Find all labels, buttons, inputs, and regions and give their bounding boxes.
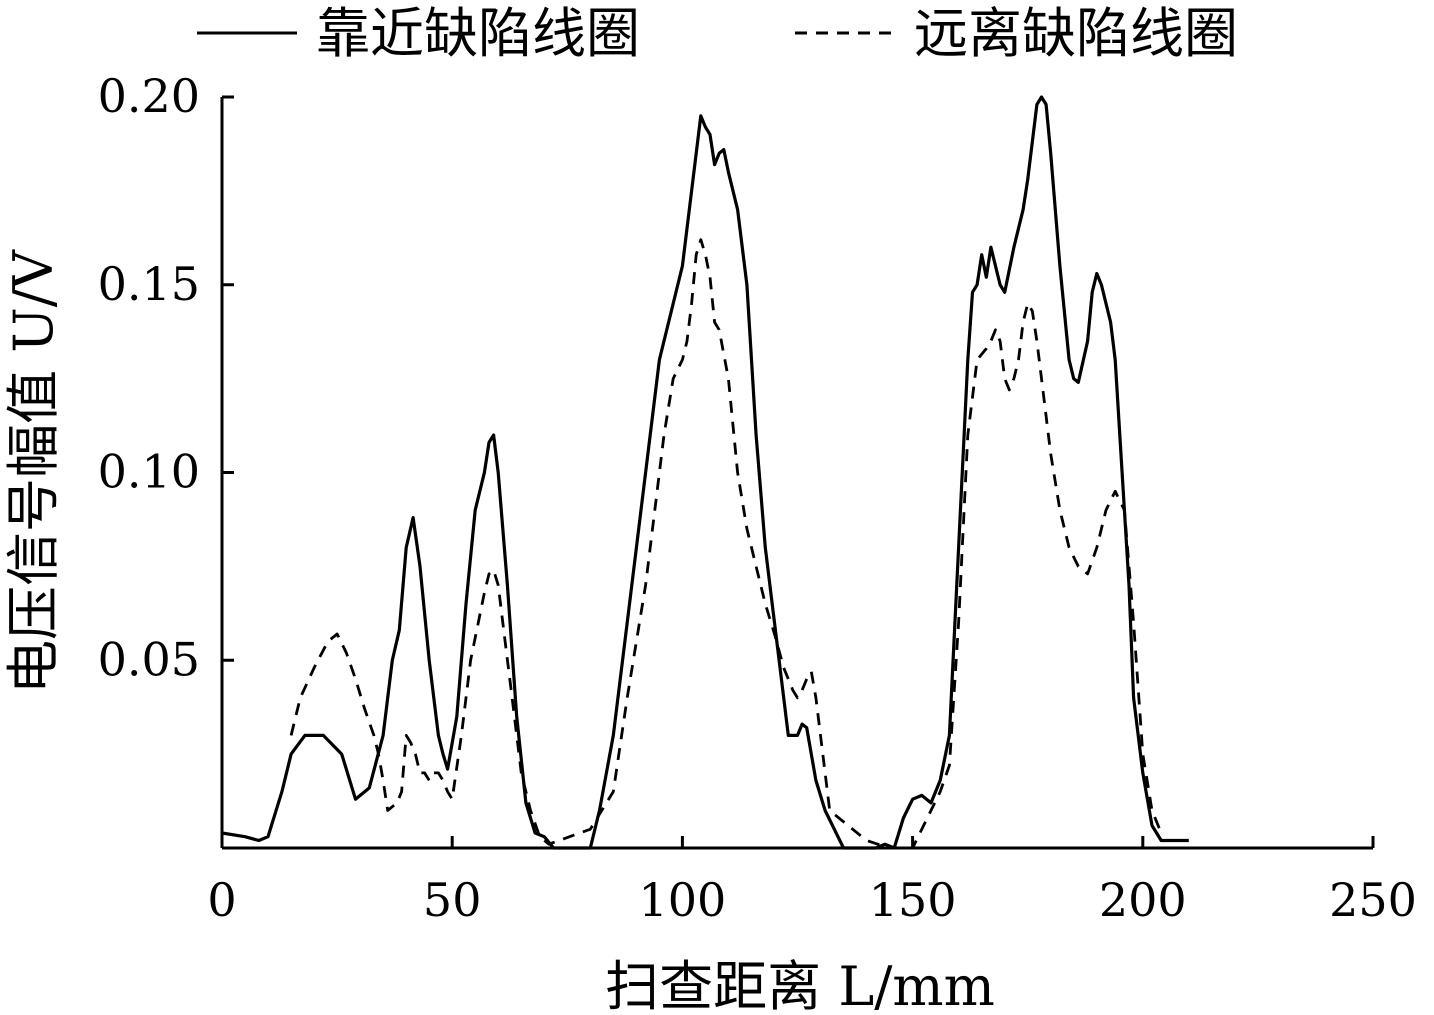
x-tick-label: 50	[423, 873, 482, 927]
series-line-2	[289, 238, 1163, 850]
y-tick-label: 0.15	[98, 257, 200, 311]
legend-label-2: 远离缺陷线圈	[914, 2, 1238, 65]
x-tick-label: 0	[207, 873, 236, 927]
x-axis-title: 扫查距离 L/mm	[605, 955, 995, 1015]
y-tick-label: 0.10	[98, 445, 200, 499]
legend-label-1: 靠近缺陷线圈	[316, 2, 640, 65]
y-ticks: 0.05 0.10 0.15 0.20	[98, 69, 234, 686]
x-tick-label: 100	[638, 873, 726, 927]
x-ticks: 0 50 100 150 200 250	[207, 836, 1417, 927]
y-tick-label: 0.20	[98, 69, 200, 123]
legend: 靠近缺陷线圈 远离缺陷线圈	[197, 2, 1238, 65]
y-axis-title: 电压信号幅值 U/V	[2, 249, 65, 694]
series-lines	[221, 95, 1189, 850]
series-line-1	[221, 95, 1189, 850]
y-tick-label: 0.05	[98, 632, 200, 686]
x-tick-label: 150	[869, 873, 957, 927]
x-tick-label: 200	[1099, 873, 1187, 927]
x-tick-label: 250	[1329, 873, 1417, 927]
